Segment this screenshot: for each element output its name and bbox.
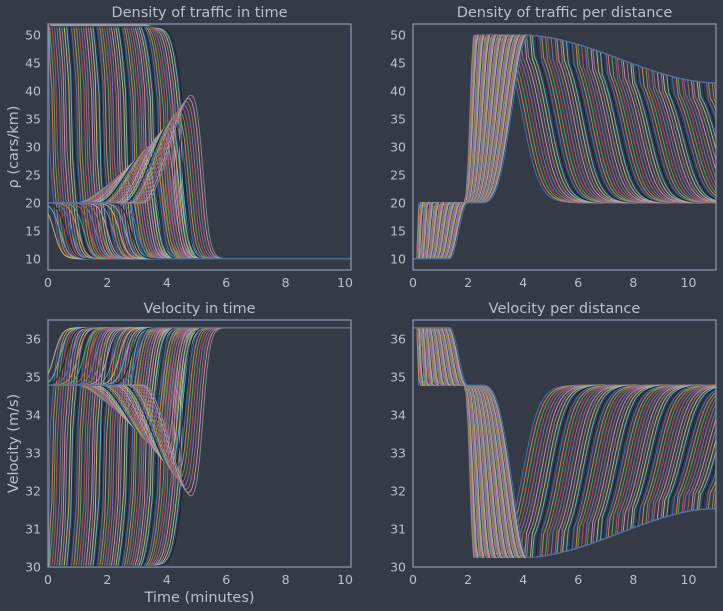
x-tick-label: 8 <box>282 572 290 587</box>
y-tick-label: 30 <box>390 140 406 155</box>
y-tick-label: 40 <box>390 84 406 99</box>
x-tick-label: 10 <box>681 572 697 587</box>
y-axis-label: Velocity (m/s) <box>6 394 22 493</box>
y-tick-label: 33 <box>390 446 406 461</box>
subplot-title: Density of traffic per distance <box>457 5 673 21</box>
y-tick-label: 25 <box>390 167 406 182</box>
y-tick-label: 31 <box>390 522 406 537</box>
x-tick-label: 0 <box>409 572 417 587</box>
y-tick-label: 34 <box>390 408 406 423</box>
y-tick-label: 35 <box>25 112 41 127</box>
x-tick-label: 6 <box>574 275 582 290</box>
y-tick-label: 15 <box>390 223 406 238</box>
subplot-title: Density of traffic in time <box>111 5 287 21</box>
axes-frame <box>47 23 352 271</box>
x-tick-label: 6 <box>222 275 230 290</box>
y-axis-label: ρ (cars/km) <box>6 106 22 189</box>
x-tick-label: 4 <box>519 572 527 587</box>
subplot-tr: Density of traffic per distance 0 2 4 6 8 10 10… <box>390 5 717 290</box>
x-tick-label: 4 <box>163 275 171 290</box>
axes-frame <box>47 319 352 568</box>
y-tick-label: 40 <box>25 84 41 99</box>
series-lines <box>413 34 716 260</box>
x-tick-label: 4 <box>519 275 527 290</box>
y-tick-label: 45 <box>25 56 41 71</box>
y-tick-label: 35 <box>390 112 406 127</box>
y-tick-label: 50 <box>390 28 406 43</box>
series-lines <box>48 24 351 260</box>
subplot-tl: Density of traffic in time 0 2 4 6 8 10 10 15 20 2… <box>6 5 353 290</box>
y-tick-label: 25 <box>25 167 41 182</box>
series-lines <box>413 327 716 559</box>
x-tick-label: 0 <box>44 275 52 290</box>
x-tick-label: 6 <box>574 572 582 587</box>
axes-frame <box>412 319 717 568</box>
x-tick-label: 10 <box>337 572 353 587</box>
y-tick-label: 30 <box>25 560 41 575</box>
y-tick-label: 31 <box>25 522 41 537</box>
y-tick-label: 33 <box>25 446 41 461</box>
y-tick-label: 34 <box>25 408 41 423</box>
x-tick-label: 8 <box>629 572 637 587</box>
y-tick-label: 30 <box>25 140 41 155</box>
y-tick-label: 36 <box>390 332 406 347</box>
y-tick-label: 10 <box>390 251 406 266</box>
x-tick-label: 10 <box>681 275 697 290</box>
subplot-title: Velocity per distance <box>489 301 641 317</box>
y-tick-label: 50 <box>25 28 41 43</box>
subplot-bl: Velocity in time 0 2 4 6 8 10 30 31 32 33 34 35 36 Tim… <box>6 301 353 606</box>
y-tick-label: 32 <box>390 484 406 499</box>
y-tick-label: 35 <box>25 370 41 385</box>
x-tick-label: 4 <box>163 572 171 587</box>
y-tick-label: 32 <box>25 484 41 499</box>
y-tick-label: 20 <box>25 195 41 210</box>
x-tick-label: 0 <box>409 275 417 290</box>
y-tick-label: 10 <box>25 251 41 266</box>
y-tick-label: 30 <box>390 560 406 575</box>
y-tick-label: 36 <box>25 332 41 347</box>
x-axis-label: Time (minutes) <box>143 590 254 606</box>
x-tick-label: 2 <box>464 572 472 587</box>
subplot-br: Velocity per distance 0 2 4 6 8 10 30 31 32 33 34 35… <box>390 301 717 587</box>
axes-frame <box>412 23 717 271</box>
y-tick-label: 45 <box>390 56 406 71</box>
subplot-title: Velocity in time <box>143 301 255 317</box>
x-tick-label: 2 <box>103 572 111 587</box>
x-tick-label: 2 <box>464 275 472 290</box>
series-lines <box>48 327 351 567</box>
y-tick-label: 15 <box>25 223 41 238</box>
y-tick-label: 35 <box>390 370 406 385</box>
x-tick-label: 8 <box>282 275 290 290</box>
y-tick-label: 20 <box>390 195 406 210</box>
x-tick-label: 8 <box>629 275 637 290</box>
x-tick-label: 2 <box>103 275 111 290</box>
x-tick-label: 6 <box>222 572 230 587</box>
x-tick-label: 0 <box>44 572 52 587</box>
x-tick-label: 10 <box>337 275 353 290</box>
